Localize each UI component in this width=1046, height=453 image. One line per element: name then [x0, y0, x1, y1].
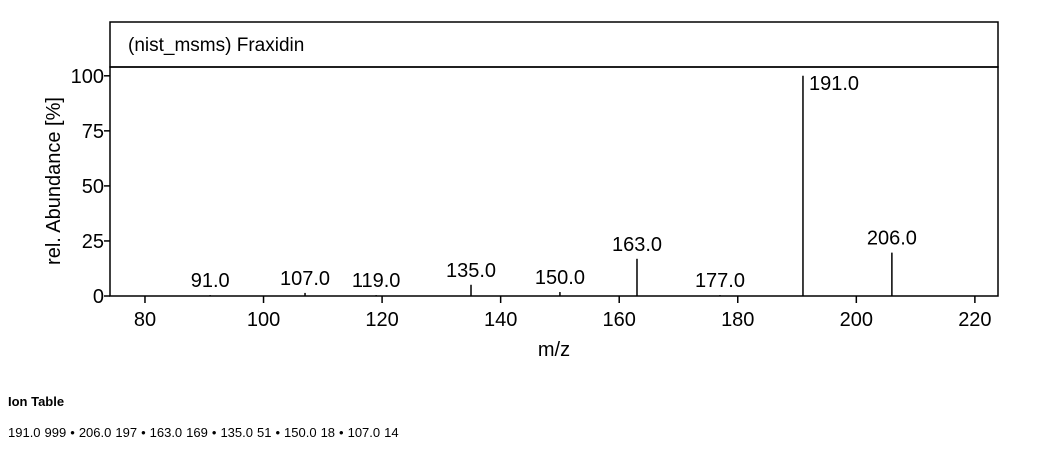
y-tick-label: 25: [82, 231, 104, 253]
ion-separator: •: [275, 425, 281, 440]
chart: (nist_msms) Fraxidin m/z rel. Abundance …: [43, 21, 999, 361]
ion-intensity: 169: [186, 425, 208, 440]
ion-intensity: 999: [44, 425, 67, 440]
ion-mz: 107.0: [347, 425, 381, 440]
peak-label: 191.0: [809, 73, 859, 95]
ion-separator: •: [211, 425, 217, 440]
ion-mz: 150.0: [284, 425, 317, 440]
x-tick-label: 200: [840, 309, 873, 331]
y-tick-label: 100: [71, 66, 104, 88]
peak-label: 119.0: [352, 270, 401, 292]
peak-label: 150.0: [535, 267, 585, 289]
ion-intensity: 14: [384, 425, 399, 440]
ion-intensity: 18: [320, 425, 336, 440]
x-tick-label: 100: [247, 309, 280, 331]
ion-mz: 206.0: [78, 425, 112, 440]
x-axis-label: m/z: [538, 339, 570, 361]
ion-separator: •: [70, 425, 75, 440]
x-tick-label: 220: [958, 309, 991, 331]
peak-label: 91.0: [191, 270, 230, 292]
y-tick-label: 75: [82, 121, 104, 143]
peak-label: 206.0: [867, 228, 917, 250]
x-tick-label: 180: [721, 309, 754, 331]
ion-separator: •: [141, 425, 146, 440]
x-tick-label: 140: [484, 309, 517, 331]
peak-label: 163.0: [612, 234, 662, 256]
ion-intensity: 197: [115, 425, 138, 440]
ion-mz: 163.0: [149, 425, 183, 440]
y-tick-label: 50: [82, 176, 104, 198]
plot-frame: [109, 66, 999, 297]
ion-intensity: 51: [256, 425, 272, 440]
peak-label: 107.0: [280, 268, 330, 290]
ion-separator: •: [339, 425, 344, 440]
y-tick-label: 0: [93, 286, 104, 308]
x-tick-label: 120: [365, 309, 398, 331]
x-tick-label: 80: [134, 309, 156, 331]
ion-table-title: Ion Table: [8, 394, 65, 409]
peak-label: 177.0: [695, 270, 745, 292]
ion-list: 191.0 999 • 206.0 197 • 163.0 169 • 135.0 51 • 150.0…: [8, 425, 403, 440]
ion-table: Ion Table 191.0 999 • 206.0 197 • 163.0 169 • 135…: [8, 394, 403, 440]
y-axis-label: rel. Abundance [%]: [43, 97, 65, 265]
ion-mz: 135.0: [220, 425, 253, 440]
chart-title: (nist_msms) Fraxidin: [128, 35, 304, 56]
peak-label: 135.0: [446, 260, 496, 282]
x-tick-label: 160: [603, 309, 636, 331]
ion-mz: 191.0: [8, 425, 41, 440]
